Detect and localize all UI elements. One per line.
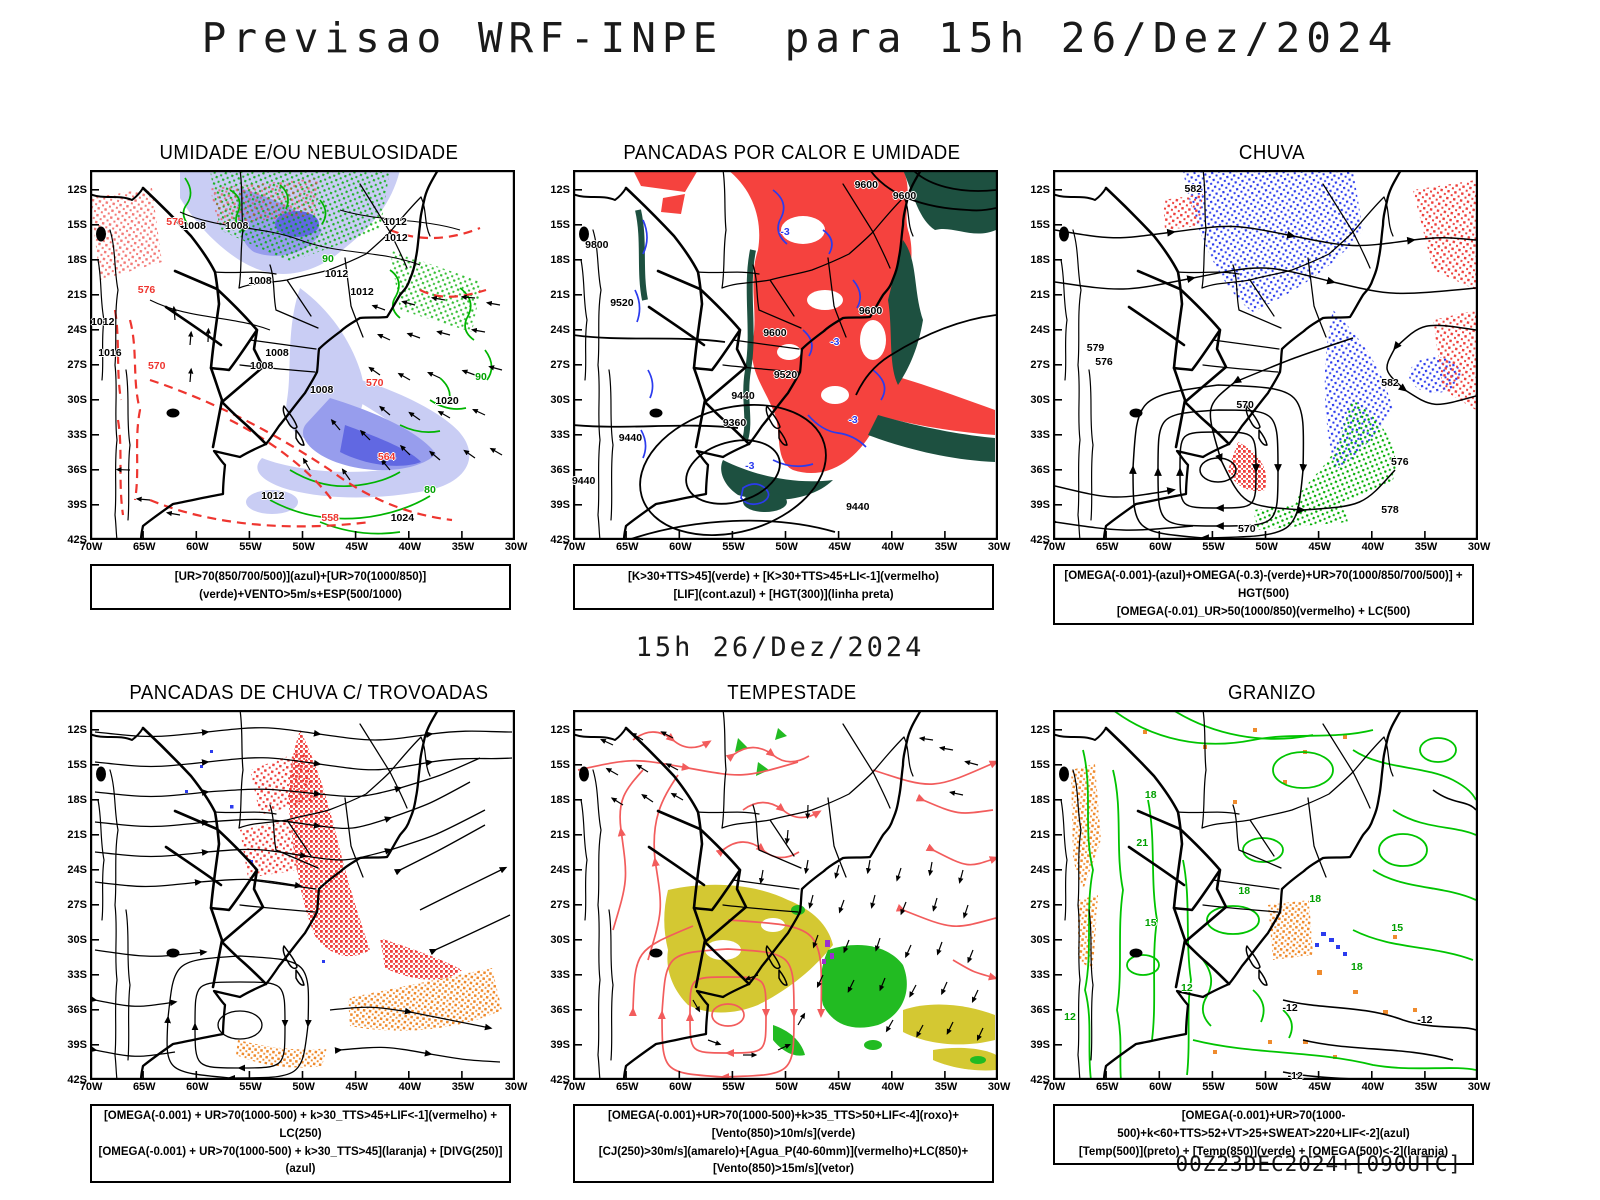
lat-axis: 12S 15S 18S 21S 24S 27S 30S 33S 36S 39S 42S — [1030, 183, 1050, 546]
panel-title: TEMPESTADE — [727, 682, 857, 704]
panel-umidade: UMIDADE E/OU NEBULOSIDADE 12S 15S 18S 21S 24… — [60, 142, 530, 610]
lon-axis: 70W 65W 60W 55W 50W 45W 40W 35W 30W — [562, 541, 1011, 553]
lat-axis: 12S 15S 18S 21S 24S 27S 30S 33S 36S 39S 42S — [67, 183, 87, 546]
panel-trovoadas: PANCADAS DE CHUVA C/ TROVOADAS 12S 15S 18S… — [60, 682, 530, 1184]
caption-box: [OMEGA(-0.001)+UR>70(1000-500)+k<60+TTS>… — [1053, 1104, 1474, 1166]
lon-axis: 70W 65W 60W 55W 50W 45W 40W 35W 30W — [79, 541, 528, 553]
caption-box: [OMEGA(-0.001)-(azul)+OMEGA(-0.3)-(verde… — [1053, 564, 1474, 626]
map-granizo: 18 21 15 12 18 18 15 18 12 -12 -12 -12 — [1053, 710, 1478, 1082]
lat-axis: 12S 15S 18S 21S 24S 27S 30S 33S 36S 39S 42S — [67, 723, 87, 1086]
caption-box: [UR>70(850/700/500)](azul)+[UR>70(1000/8… — [90, 564, 511, 610]
page-title: Previsao WRF-INPE para 15h 26/Dez/2024 — [201, 14, 1399, 62]
panel-title: PANCADAS DE CHUVA C/ TROVOADAS — [129, 682, 489, 704]
lon-axis: 70W 65W 60W 55W 50W 45W 40W 35W 30W — [1042, 1081, 1491, 1093]
lon-axis: 70W 65W 60W 55W 50W 45W 40W 35W 30W — [562, 1081, 1011, 1093]
panel-title: PANCADAS POR CALOR E UMIDADE — [623, 142, 961, 164]
panel-title: GRANIZO — [1227, 682, 1316, 704]
panel-title: CHUVA — [1238, 142, 1305, 164]
center-valid-time: 15h 26/Dez/2024 — [635, 632, 925, 663]
panel-title: UMIDADE E/OU NEBULOSIDADE — [159, 142, 459, 164]
lat-axis: 12S 15S 18S 21S 24S 27S 30S 33S 36S 39S 42S — [550, 183, 570, 546]
caption-box: [K>30+TTS>45](verde) + [K>30+TTS>45+LI<-… — [573, 564, 994, 610]
lon-axis: 70W 65W 60W 55W 50W 45W 40W 35W 30W — [1042, 541, 1491, 553]
caption-box: [OMEGA(-0.001)+UR>70(1000-500)+k>35_TTS>… — [573, 1104, 994, 1184]
map-tempestade — [573, 710, 998, 1080]
panel-chuva: CHUVA 12S 15S 18S 21S 24S 27S 30S 33S 36S 39S 42S — [1023, 142, 1493, 626]
caption-box: [OMEGA(-0.001) + UR>70(1000-500) + k>30_… — [90, 1104, 511, 1184]
lat-axis: 12S 15S 18S 21S 24S 27S 30S 33S 36S 39S 42S — [550, 723, 570, 1086]
map-umidade: 1008 1008 1012 1012 1012 1012 1008 1008 1008 1008… — [90, 170, 515, 540]
map-trovoadas — [90, 710, 515, 1080]
panel-granizo: GRANIZO 12S 15S 18S 21S 24S 27S 30S 33S 36S 39S 42… — [1023, 682, 1493, 1166]
lat-axis: 12S 15S 18S 21S 24S 27S 30S 33S 36S 39S 42S — [1030, 723, 1050, 1086]
lon-axis: 70W 65W 60W 55W 50W 45W 40W 35W 30W — [79, 1081, 528, 1093]
panel-tempestade: TEMPESTADE 12S 15S 18S 21S 24S 27S 30S 33S 36S 39… — [543, 682, 1013, 1184]
panel-pancadas-calor: PANCADAS POR CALOR E UMIDADE 12S 15S 18S 21… — [543, 142, 1013, 610]
map-pancadas-calor: 9600 9600 9800 9520 9600 9520 9440 9360 9440 9440… — [572, 170, 998, 540]
map-chuva: 582 582 570 576 578 570 576 579 — [1053, 170, 1478, 540]
